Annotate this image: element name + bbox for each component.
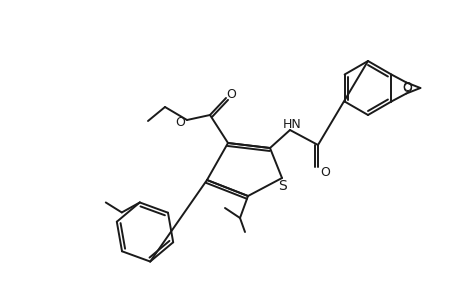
Text: O: O [319, 167, 329, 179]
Text: O: O [402, 82, 411, 95]
Text: HN: HN [282, 118, 301, 130]
Text: O: O [225, 88, 235, 100]
Text: S: S [278, 179, 287, 193]
Text: O: O [402, 81, 411, 94]
Text: O: O [175, 116, 185, 130]
